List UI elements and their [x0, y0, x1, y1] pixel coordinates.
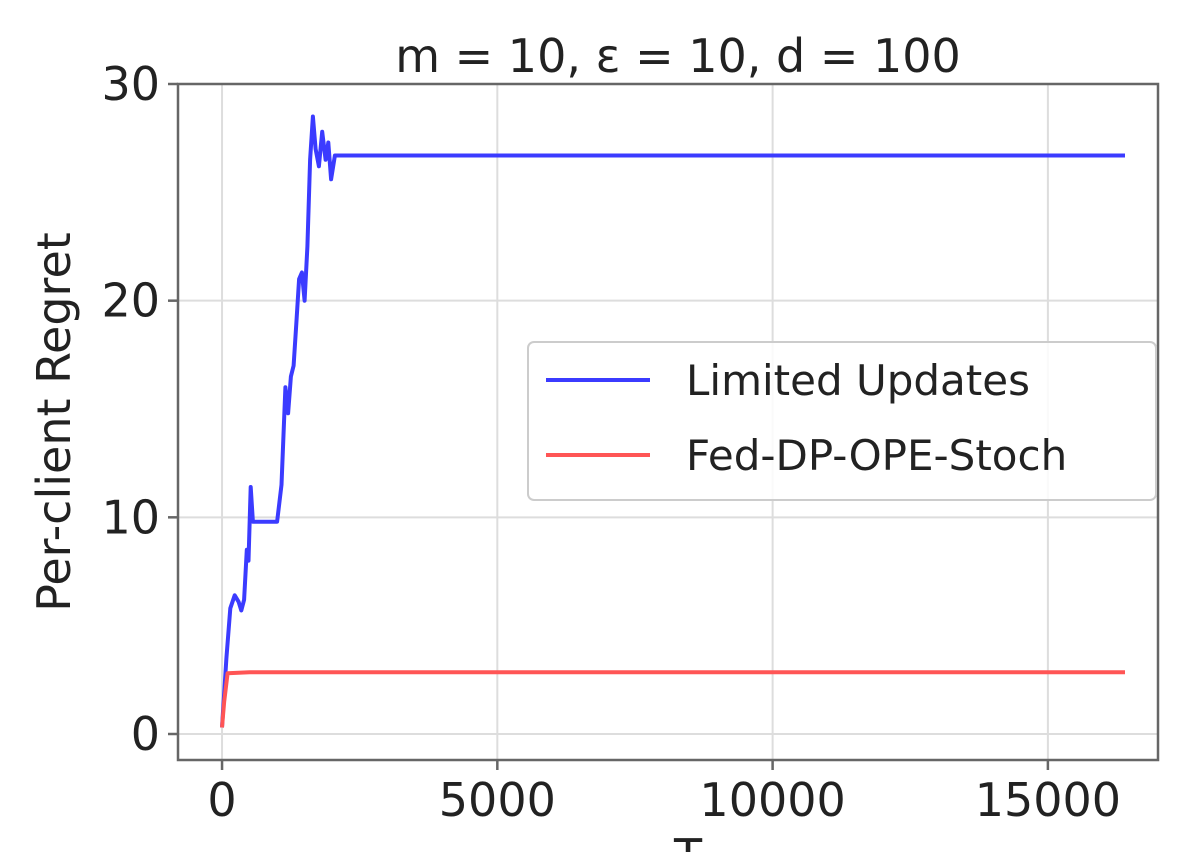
- x-tick-label: 5000: [439, 773, 556, 827]
- y-axis-label: Per-client Regret: [27, 232, 81, 612]
- series-line-fed-dp-ope-stoch: [220, 670, 1125, 728]
- x-axis-ticks: 0 5000 10000 15000: [207, 760, 1121, 827]
- x-tick-label: 15000: [975, 773, 1121, 827]
- y-tick-label: 0: [131, 707, 160, 761]
- x-tick-label: 10000: [699, 773, 845, 827]
- series-line-limited-updates: [220, 114, 1125, 728]
- legend-label-limited-updates: Limited Updates: [686, 356, 1030, 405]
- legend-box: [527, 341, 1157, 501]
- x-tick-label: 0: [207, 773, 236, 827]
- y-tick-label: 30: [101, 57, 160, 111]
- legend-label-fed-dp-ope-stoch: Fed-DP-OPE-Stoch: [686, 431, 1067, 480]
- plot-frame: [176, 82, 1160, 762]
- chart-title: m = 10, ε = 10, d = 100: [395, 29, 961, 83]
- x-axis-label: T: [673, 829, 703, 852]
- legend: Limited Updates Fed-DP-OPE-Stoch: [527, 341, 1157, 501]
- y-tick-label: 10: [101, 490, 160, 544]
- y-tick-label: 20: [101, 274, 160, 328]
- series-layer: [220, 114, 1125, 728]
- y-axis-ticks: 0 10 20 30: [101, 57, 178, 761]
